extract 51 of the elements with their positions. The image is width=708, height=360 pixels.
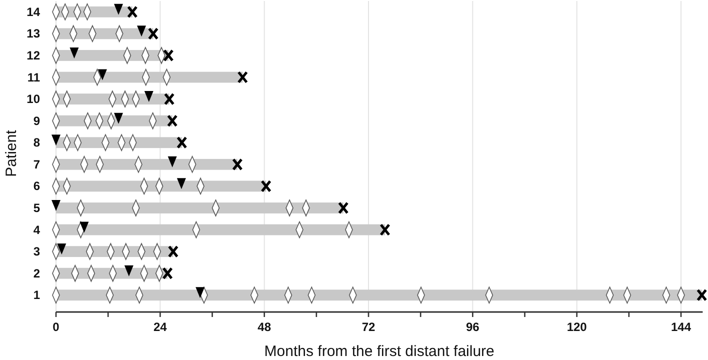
point [144, 91, 154, 102]
x-axis-title: Months from the first distant failure [264, 343, 494, 360]
point [176, 178, 186, 190]
x-tick-label: 96 [466, 320, 480, 334]
x-tick-label: 120 [566, 320, 588, 334]
point [148, 27, 159, 40]
x-tick-label: 48 [258, 320, 272, 334]
y-tick-label: 12 [26, 48, 40, 62]
y-tick-label: 7 [33, 157, 40, 172]
point [114, 4, 123, 15]
point [57, 244, 66, 255]
y-tick-label: 2 [33, 266, 40, 280]
y-tick-label: 9 [33, 114, 40, 128]
point [168, 156, 177, 168]
point [232, 158, 243, 171]
point [176, 136, 188, 149]
point [696, 288, 708, 302]
point [196, 287, 205, 298]
point [162, 267, 173, 280]
point [80, 222, 89, 233]
y-tick-label: 11 [27, 70, 40, 84]
y-tick-label: 5 [33, 200, 40, 215]
y-tick-label: 4 [33, 222, 40, 237]
point [70, 47, 79, 58]
point [114, 112, 123, 124]
point [52, 200, 60, 211]
x-tick-label: 144 [670, 320, 692, 334]
x-tick-label: 24 [153, 320, 168, 334]
y-tick-label: 13 [26, 26, 40, 41]
x-tick-label: 72 [362, 320, 376, 334]
point [338, 202, 349, 214]
point [98, 69, 107, 80]
point [52, 134, 60, 146]
y-tick-label: 1 [33, 288, 40, 302]
point [163, 49, 174, 62]
point [237, 70, 248, 84]
point [168, 245, 178, 258]
y-tick-label: 8 [33, 136, 40, 150]
y-tick-label: 14 [26, 4, 40, 19]
x-tick-label: 0 [52, 320, 60, 334]
y-tick-label: 6 [33, 179, 40, 194]
point [137, 26, 146, 37]
point [164, 92, 175, 106]
point [380, 223, 390, 236]
point [127, 6, 138, 18]
point [124, 265, 134, 276]
point [260, 180, 272, 192]
point [167, 114, 178, 128]
y-tick-label: 10 [26, 92, 40, 106]
y-tick-label: 3 [33, 244, 40, 259]
y-axis-title: Patient [3, 129, 20, 177]
